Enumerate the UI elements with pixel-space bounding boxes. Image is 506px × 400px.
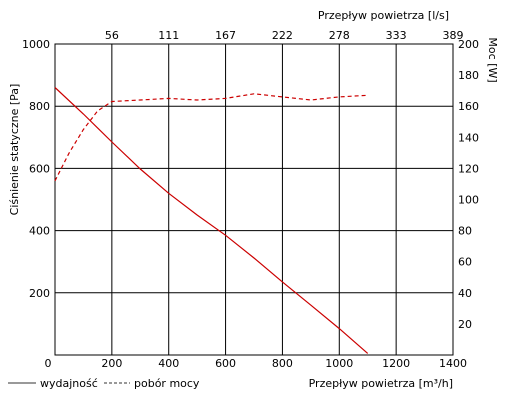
x2-tick-label: 56 — [105, 29, 119, 42]
y2-tick-label: 100 — [458, 194, 479, 207]
y-tick-label: 1000 — [22, 38, 50, 51]
y-tick-label: 600 — [29, 162, 50, 175]
y2-tick-label: 20 — [458, 318, 472, 331]
series-line-wydajnosc — [54, 87, 369, 354]
x-tick-label: 1000 — [325, 357, 353, 370]
x2-tick-label: 222 — [272, 29, 293, 42]
x-tick-label: 1200 — [382, 357, 410, 370]
x2-tick-label: 111 — [158, 29, 179, 42]
y2-axis-title: Moc [W] — [486, 37, 499, 82]
y-tick-label: 200 — [29, 287, 50, 300]
legend-label-pobor-mocy: pobór mocy — [134, 377, 200, 390]
series-line-pobor-mocy — [54, 93, 368, 182]
y2-tick-label: 180 — [458, 69, 479, 82]
y2-tick-label: 160 — [458, 100, 479, 113]
x2-tick-label: 167 — [215, 29, 236, 42]
x2-tick-label: 389 — [443, 29, 464, 42]
x2-axis-title: Przepływ powietrza [l/s] — [318, 9, 449, 22]
x-tick-label: 800 — [272, 357, 293, 370]
y2-tick-label: 80 — [458, 225, 472, 238]
legend: wydajność pobór mocy — [8, 377, 200, 390]
series-layer — [54, 87, 369, 354]
x-tick-label: 1400 — [439, 357, 467, 370]
x-tick-label: 400 — [158, 357, 179, 370]
y2-tick-label: 140 — [458, 131, 479, 144]
x-axis-title: Przepływ powietrza [m³/h] — [309, 377, 453, 390]
plot-frame — [54, 43, 454, 356]
y-tick-label: 800 — [29, 100, 50, 113]
tick-labels: 200 400 600 800 1000 1200 1400 0 56 111 167 222 278 3… — [22, 29, 479, 370]
y2-tick-label: 40 — [458, 287, 472, 300]
legend-label-wydajnosc: wydajność — [40, 377, 98, 390]
origin-tick-label: 0 — [45, 357, 52, 370]
y2-tick-label: 60 — [458, 256, 472, 269]
x2-tick-label: 333 — [386, 29, 407, 42]
x2-tick-label: 278 — [329, 29, 350, 42]
y-axis-title: Ciśnienie statyczne [Pa] — [8, 84, 21, 216]
x-tick-label: 600 — [215, 357, 236, 370]
x-tick-label: 200 — [101, 357, 122, 370]
y2-tick-label: 120 — [458, 162, 479, 175]
grid — [55, 44, 453, 355]
y-tick-label: 400 — [29, 225, 50, 238]
y2-tick-label: 200 — [458, 38, 479, 51]
